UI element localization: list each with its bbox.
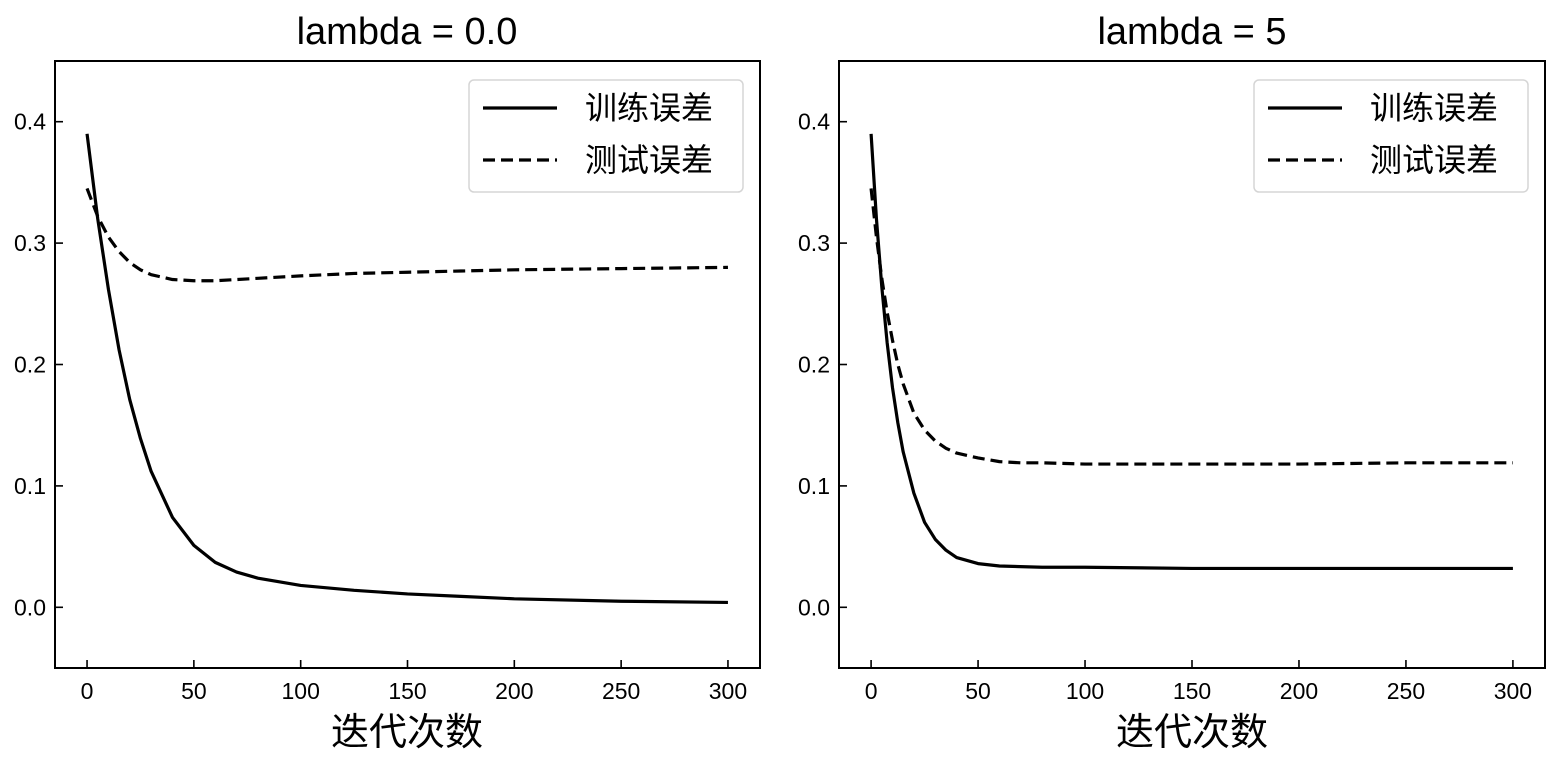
y-tick-label: 0.1 <box>14 473 46 499</box>
x-tick-label: 150 <box>1173 678 1211 704</box>
test-error-line <box>869 188 1513 466</box>
y-tick-label: 0.1 <box>798 473 830 499</box>
legend-label: 测试误差 <box>1370 142 1498 178</box>
x-tick-label: 100 <box>281 678 319 704</box>
y-tick-label: 0.0 <box>14 594 46 620</box>
legend-label: 测试误差 <box>585 142 713 178</box>
x-tick-label: 250 <box>602 678 640 704</box>
x-axis-label: 迭代次数 <box>331 712 483 754</box>
y-tick-label: 0.4 <box>14 109 46 135</box>
y-tick-label: 0.3 <box>798 230 830 256</box>
x-tick-label: 250 <box>1387 678 1425 704</box>
x-tick-label: 0 <box>865 678 878 704</box>
subplot-title: lambda = 0.0 <box>297 11 518 53</box>
test-error-line <box>85 187 728 283</box>
x-tick-label: 300 <box>709 678 747 704</box>
legend-label: 训练误差 <box>585 90 713 126</box>
x-tick-label: 200 <box>495 678 533 704</box>
plot-area <box>85 133 728 605</box>
train-error-line <box>85 133 728 605</box>
x-axis-label: 迭代次数 <box>1116 712 1268 754</box>
y-tick-label: 0.0 <box>798 594 830 620</box>
x-tick-label: 150 <box>388 678 426 704</box>
plot-area <box>869 133 1513 571</box>
x-tick-label: 50 <box>965 678 991 704</box>
subplot-lambda-0: lambda = 0.0 迭代次数 0 50 100 150 200 250 300 0.0 0… <box>14 11 761 754</box>
x-tick-label: 200 <box>1280 678 1318 704</box>
x-tick-label: 100 <box>1066 678 1104 704</box>
train-error-line <box>869 133 1513 571</box>
y-tick-label: 0.3 <box>14 230 46 256</box>
legend-label: 训练误差 <box>1370 90 1498 126</box>
x-tick-label: 50 <box>181 678 207 704</box>
y-tick-label: 0.2 <box>798 352 830 378</box>
x-tick-label: 300 <box>1494 678 1532 704</box>
y-tick-label: 0.2 <box>14 352 46 378</box>
subplot-title: lambda = 5 <box>1097 11 1286 53</box>
x-tick-label: 0 <box>81 678 94 704</box>
subplot-lambda-5: lambda = 5 迭代次数 0 50 100 150 200 250 300 0.0 0.1… <box>798 11 1546 754</box>
y-tick-label: 0.4 <box>798 109 830 135</box>
